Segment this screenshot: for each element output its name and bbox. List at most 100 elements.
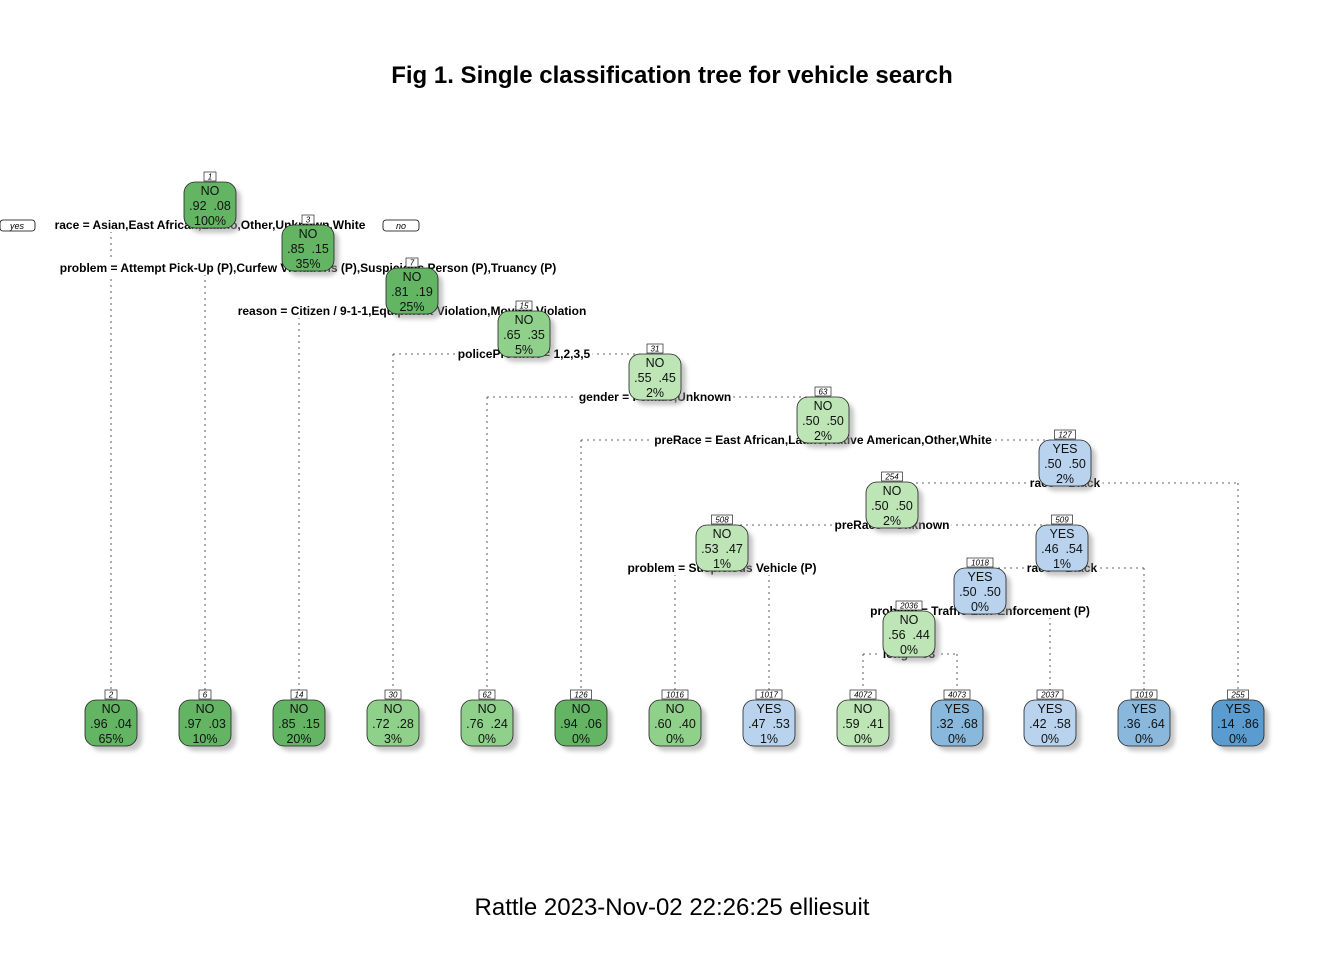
node-number-box xyxy=(1036,689,1064,700)
node-number: 2037 xyxy=(1040,691,1059,700)
node-number-box xyxy=(384,689,402,700)
node-percent: 0% xyxy=(900,643,918,657)
node-class: NO xyxy=(883,484,902,498)
node-number: 31 xyxy=(651,345,660,354)
node-box xyxy=(796,396,850,444)
node-probabilities: .72 .28 xyxy=(372,717,414,731)
node-number-box xyxy=(570,689,592,700)
node-number: 1016 xyxy=(666,691,684,700)
tree-node-126: NO.94 .060% 126 xyxy=(554,689,612,751)
tree-node-127: YES.50 .502% 127 xyxy=(1038,429,1096,491)
node-percent: 1% xyxy=(1053,557,1071,571)
node-number-box xyxy=(203,171,217,182)
node-class: NO xyxy=(384,702,403,716)
node-class: NO xyxy=(299,227,318,241)
node-class: YES xyxy=(756,702,781,716)
node-number: 14 xyxy=(295,691,304,700)
node-number-box xyxy=(711,514,733,525)
node-percent: 5% xyxy=(515,343,533,357)
node-class: NO xyxy=(201,184,220,198)
node-probabilities: .50 .50 xyxy=(802,414,844,428)
yes-label-box xyxy=(0,219,36,232)
node-percent: 0% xyxy=(1135,732,1153,746)
node-probabilities: .53 .47 xyxy=(701,542,743,556)
node-box xyxy=(1117,699,1171,747)
node-percent: 2% xyxy=(814,429,832,443)
node-number: 255 xyxy=(1230,691,1245,700)
node-percent: 25% xyxy=(399,300,424,314)
node-number-box xyxy=(849,689,877,700)
node-number-box xyxy=(646,343,664,354)
node-box xyxy=(1211,699,1265,747)
tree-node-2037: YES.42 .580% 2037 xyxy=(1023,689,1081,751)
node-number: 254 xyxy=(884,473,899,482)
tree-node-31: NO.55 .452% 31 xyxy=(628,343,686,405)
node-percent: 0% xyxy=(948,732,966,746)
node-probabilities: .55 .45 xyxy=(634,371,676,385)
node-number: 1017 xyxy=(760,691,778,700)
node-probabilities: .59 .41 xyxy=(842,717,884,731)
node-class: NO xyxy=(515,313,534,327)
node-class: YES xyxy=(944,702,969,716)
node-percent: 20% xyxy=(286,732,311,746)
node-number: 1018 xyxy=(971,559,989,568)
node-percent: 35% xyxy=(295,257,320,271)
node-percent: 1% xyxy=(713,557,731,571)
node-class: NO xyxy=(814,399,833,413)
tree-node-254: NO.50 .502% 254 xyxy=(865,471,923,533)
tree-node-509: YES.46 .541% 509 xyxy=(1035,514,1093,576)
node-box xyxy=(272,699,326,747)
node-percent: 1% xyxy=(760,732,778,746)
node-percent: 2% xyxy=(1056,472,1074,486)
tree-node-1019: YES.36 .640% 1019 xyxy=(1117,689,1175,751)
node-number: 2036 xyxy=(899,602,918,611)
node-probabilities: .42 .58 xyxy=(1029,717,1071,731)
node-box xyxy=(281,224,335,272)
node-box xyxy=(1038,439,1092,487)
node-probabilities: .56 .44 xyxy=(888,628,930,642)
node-probabilities: .46 .54 xyxy=(1041,542,1083,556)
tree-node-15: NO.65 .355% 15 xyxy=(497,300,555,362)
node-percent: 0% xyxy=(1041,732,1059,746)
node-percent: 0% xyxy=(1229,732,1247,746)
node-number-box xyxy=(755,689,783,700)
node-number-box xyxy=(661,689,689,700)
node-number-box xyxy=(405,257,419,268)
node-class: NO xyxy=(646,356,665,370)
yes-label: yes xyxy=(9,221,25,231)
node-probabilities: .50 .50 xyxy=(959,585,1001,599)
node-number-box xyxy=(478,689,496,700)
node-number: 1019 xyxy=(1135,691,1153,700)
node-percent: 100% xyxy=(194,214,226,228)
no-label-box xyxy=(382,219,420,232)
node-box xyxy=(460,699,514,747)
node-number-box xyxy=(1054,429,1076,440)
node-box xyxy=(1023,699,1077,747)
node-number: 126 xyxy=(574,691,588,700)
node-probabilities: .65 .35 xyxy=(503,328,545,342)
node-number-box xyxy=(1051,514,1073,525)
node-class: YES xyxy=(1049,527,1074,541)
node-number: 508 xyxy=(715,516,729,525)
tree-node-30: NO.72 .283% 30 xyxy=(366,689,424,751)
node-class: NO xyxy=(403,270,422,284)
node-box xyxy=(628,353,682,401)
node-box xyxy=(1035,524,1089,572)
node-percent: 0% xyxy=(854,732,872,746)
node-number-box xyxy=(515,300,533,311)
node-box xyxy=(497,310,551,358)
node-probabilities: .47 .53 xyxy=(748,717,790,731)
node-percent: 65% xyxy=(98,732,123,746)
node-number-box xyxy=(1227,689,1249,700)
no-label: no xyxy=(396,221,406,231)
node-class: NO xyxy=(102,702,121,716)
node-probabilities: .76 .24 xyxy=(466,717,508,731)
node-percent: 0% xyxy=(971,600,989,614)
node-probabilities: .32 .68 xyxy=(936,717,978,731)
footer-caption: Rattle 2023-Nov-02 22:26:25 elliesuit xyxy=(474,894,870,921)
tree-node-1017: YES.47 .531% 1017 xyxy=(742,689,800,751)
